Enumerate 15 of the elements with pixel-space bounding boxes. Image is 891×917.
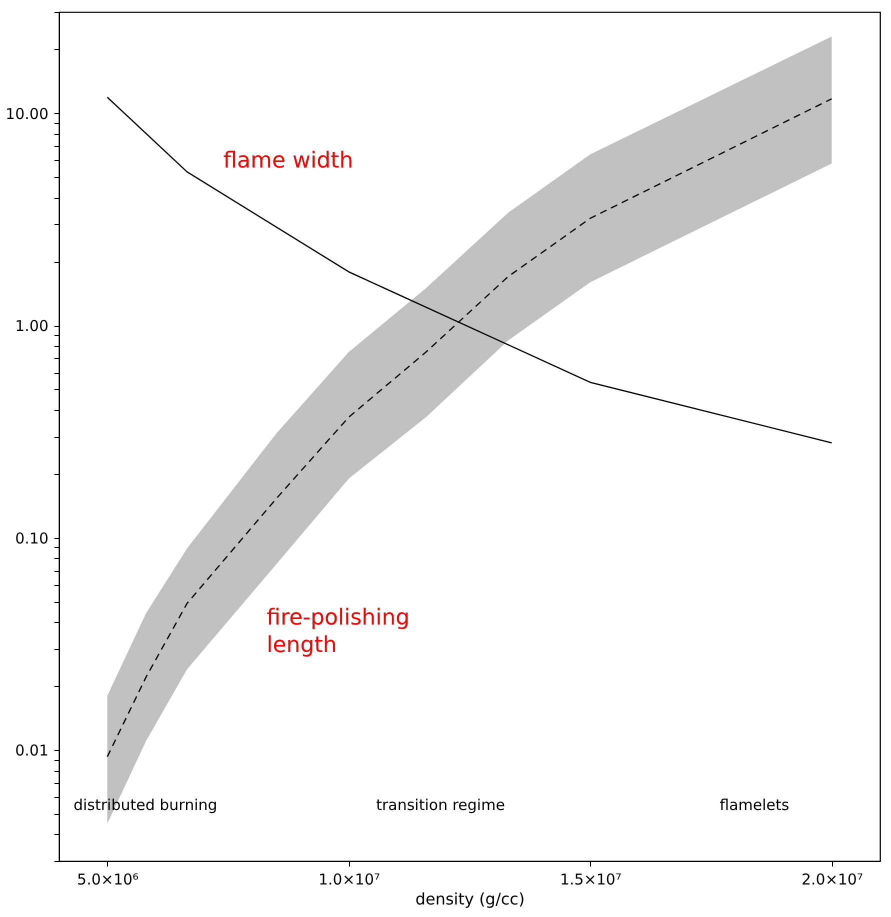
y-tick-label: 0.10 — [15, 529, 48, 548]
x-tick-label: 1.0×10⁷ — [318, 870, 380, 888]
annotation: flame width — [223, 148, 354, 174]
x-tick-label: 5.0×10⁶ — [77, 870, 139, 888]
annotation: transition regime — [376, 796, 505, 814]
y-tick-label: 10.00 — [6, 104, 48, 123]
x-axis-title: density (g/cc) — [415, 890, 525, 908]
x-tick-label: 2.0×10⁷ — [801, 870, 863, 888]
annotation: fire-polishing length — [266, 606, 410, 658]
line-series — [106, 98, 832, 758]
x-tick-label: 1.5×10⁷ — [560, 870, 622, 888]
annotation: distributed burning — [73, 796, 218, 814]
y-tick-label: 1.00 — [15, 317, 48, 336]
y-tick-label: 0.01 — [15, 742, 48, 760]
annotation: flamelets — [720, 796, 790, 814]
